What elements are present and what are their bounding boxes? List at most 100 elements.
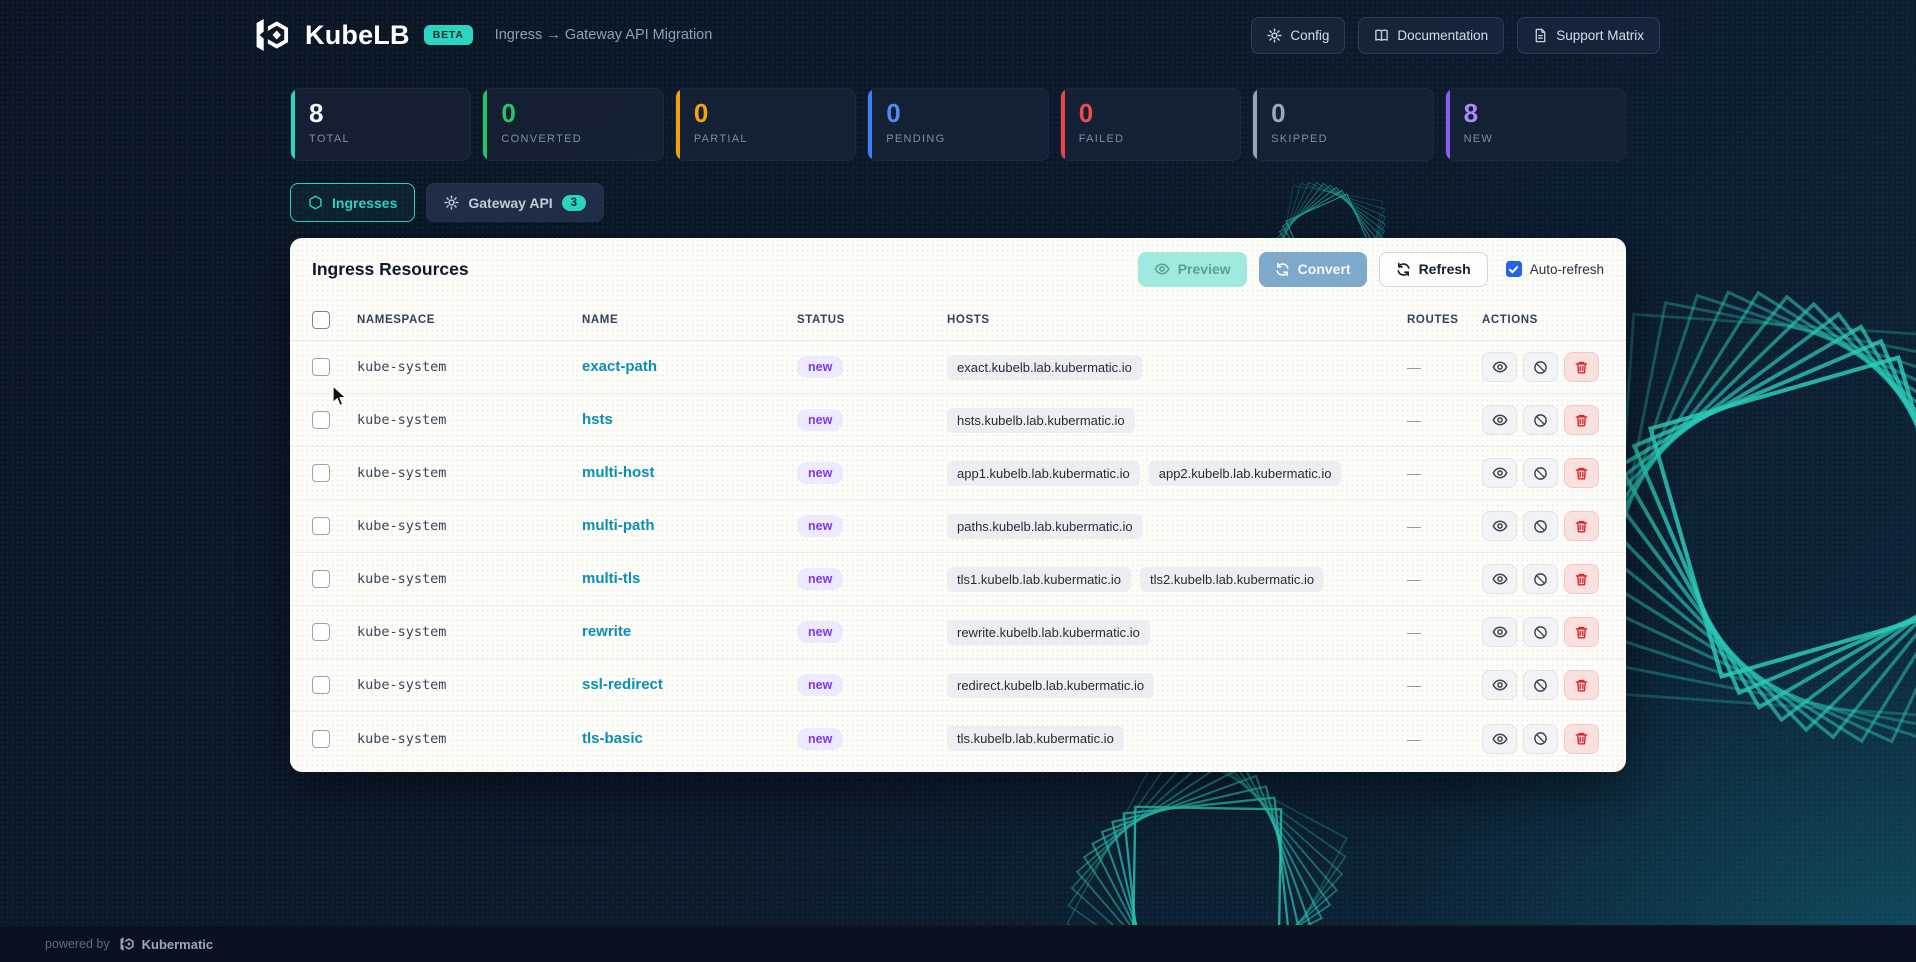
column-header-routes: ROUTES <box>1407 314 1459 326</box>
refresh-button-label: Refresh <box>1418 261 1471 277</box>
row-routes: — <box>1407 677 1421 693</box>
delete-button[interactable] <box>1564 352 1599 382</box>
row-namespace: kube-system <box>357 571 447 587</box>
stat-value: 8 <box>309 98 324 128</box>
preview-button[interactable]: Preview <box>1137 251 1247 287</box>
tab-count-badge: 3 <box>561 194 587 211</box>
row-hosts: redirect.kubelb.lab.kubermatic.io <box>947 672 1407 698</box>
row-actions <box>1482 405 1604 435</box>
panel-header: Ingress Resources Preview Convert Refres… <box>290 238 1626 300</box>
row-name-link[interactable]: tls-basic <box>582 729 643 747</box>
view-button[interactable] <box>1482 511 1517 541</box>
row-checkbox[interactable] <box>312 358 330 376</box>
row-namespace: kube-system <box>357 412 447 428</box>
row-checkbox[interactable] <box>312 517 330 535</box>
delete-button[interactable] <box>1564 405 1599 435</box>
ignore-button[interactable] <box>1523 564 1558 594</box>
row-namespace: kube-system <box>357 730 447 747</box>
view-button[interactable] <box>1482 405 1517 435</box>
table-row: kube-system multi-path new paths.kubelb.… <box>290 500 1626 553</box>
status-badge: new <box>797 356 844 378</box>
book-icon <box>1374 28 1389 43</box>
row-hosts: hsts.kubelb.lab.kubermatic.io <box>947 407 1407 433</box>
table-row: kube-system hsts new hsts.kubelb.lab.kub… <box>290 394 1626 447</box>
auto-refresh-toggle[interactable]: Auto-refresh <box>1505 261 1604 277</box>
app-footer: powered by Kubermatic <box>0 925 1916 962</box>
delete-button[interactable] <box>1564 617 1599 647</box>
tabs-row: Ingresses Gateway API 3 <box>290 183 605 222</box>
delete-button[interactable] <box>1564 670 1599 700</box>
stat-card-new: 8 NEW <box>1444 88 1626 161</box>
row-checkbox[interactable] <box>312 676 330 694</box>
tab-label: Gateway API <box>468 194 553 211</box>
host-pill: exact.kubelb.lab.kubermatic.io <box>947 354 1142 380</box>
ignore-button[interactable] <box>1523 617 1558 647</box>
row-actions <box>1482 723 1604 754</box>
row-checkbox[interactable] <box>312 623 330 641</box>
brand-name: KubeLB <box>305 19 410 50</box>
button-label: Config <box>1290 27 1330 43</box>
delete-button[interactable] <box>1564 564 1599 594</box>
row-checkbox[interactable] <box>312 729 330 748</box>
stat-value: 8 <box>1463 98 1479 128</box>
host-pill: hsts.kubelb.lab.kubermatic.io <box>947 407 1135 433</box>
view-button[interactable] <box>1482 352 1517 382</box>
delete-button[interactable] <box>1564 511 1599 541</box>
view-button[interactable] <box>1482 670 1517 700</box>
row-name-link[interactable]: multi-path <box>582 517 655 534</box>
row-checkbox[interactable] <box>312 570 330 588</box>
ignore-button[interactable] <box>1523 352 1558 382</box>
row-checkbox[interactable] <box>312 411 330 429</box>
documentation-button[interactable]: Documentation <box>1358 16 1505 54</box>
tab-gateway-api[interactable]: Gateway API 3 <box>426 183 605 222</box>
row-checkbox[interactable] <box>312 464 330 482</box>
row-routes: — <box>1407 730 1421 747</box>
status-badge: new <box>797 515 844 537</box>
table-row: kube-system multi-tls new tls1.kubelb.la… <box>290 553 1626 606</box>
row-name-link[interactable]: multi-host <box>582 464 655 481</box>
view-button[interactable] <box>1482 458 1517 488</box>
row-name-link[interactable]: multi-tls <box>582 570 641 587</box>
delete-button[interactable] <box>1564 723 1599 754</box>
tab-ingresses[interactable]: Ingresses <box>290 183 416 222</box>
host-pill: paths.kubelb.lab.kubermatic.io <box>947 513 1143 539</box>
host-pill: tls1.kubelb.lab.kubermatic.io <box>947 566 1132 592</box>
row-name-link[interactable]: exact-path <box>582 358 658 375</box>
status-badge: new <box>797 462 844 484</box>
convert-button[interactable]: Convert <box>1258 251 1367 287</box>
support-matrix-button[interactable]: Support Matrix <box>1517 16 1660 54</box>
view-button[interactable] <box>1482 564 1517 594</box>
ignore-button[interactable] <box>1523 405 1558 435</box>
status-badge: new <box>797 409 844 431</box>
row-hosts: exact.kubelb.lab.kubermatic.io <box>947 354 1407 380</box>
ignore-button[interactable] <box>1523 670 1558 700</box>
row-routes: — <box>1407 624 1421 640</box>
table-header-row: NAMESPACE NAME STATUS HOSTS ROUTES ACTIO… <box>290 300 1626 341</box>
ignore-button[interactable] <box>1523 723 1558 754</box>
ignore-button[interactable] <box>1523 458 1558 488</box>
stat-value: 0 <box>501 98 516 128</box>
config-button[interactable]: Config <box>1251 16 1346 54</box>
column-header-status: STATUS <box>797 314 845 326</box>
row-routes: — <box>1407 412 1421 428</box>
row-name-link[interactable]: rewrite <box>582 623 632 640</box>
select-all-checkbox[interactable] <box>312 311 330 329</box>
row-name-link[interactable]: ssl-redirect <box>582 676 663 693</box>
view-button[interactable] <box>1482 617 1517 647</box>
row-name-link[interactable]: hsts <box>582 411 613 428</box>
host-pill: rewrite.kubelb.lab.kubermatic.io <box>947 619 1150 645</box>
row-namespace: kube-system <box>357 677 447 693</box>
beta-badge: BETA <box>423 25 473 45</box>
host-pill: tls2.kubelb.lab.kubermatic.io <box>1140 566 1325 592</box>
ignore-button[interactable] <box>1523 511 1558 541</box>
gear-icon <box>1267 27 1282 43</box>
stat-label: TOTAL <box>309 132 350 145</box>
refresh-button[interactable]: Refresh <box>1378 251 1488 287</box>
footer-brand-label: Kubermatic <box>141 936 214 952</box>
kubelb-logo-icon <box>253 16 291 54</box>
kubermatic-logo-icon <box>119 936 135 952</box>
view-button[interactable] <box>1482 723 1517 754</box>
stat-card-skipped: 0 SKIPPED <box>1252 88 1434 161</box>
auto-refresh-checkbox[interactable] <box>1505 261 1522 277</box>
delete-button[interactable] <box>1564 458 1599 488</box>
